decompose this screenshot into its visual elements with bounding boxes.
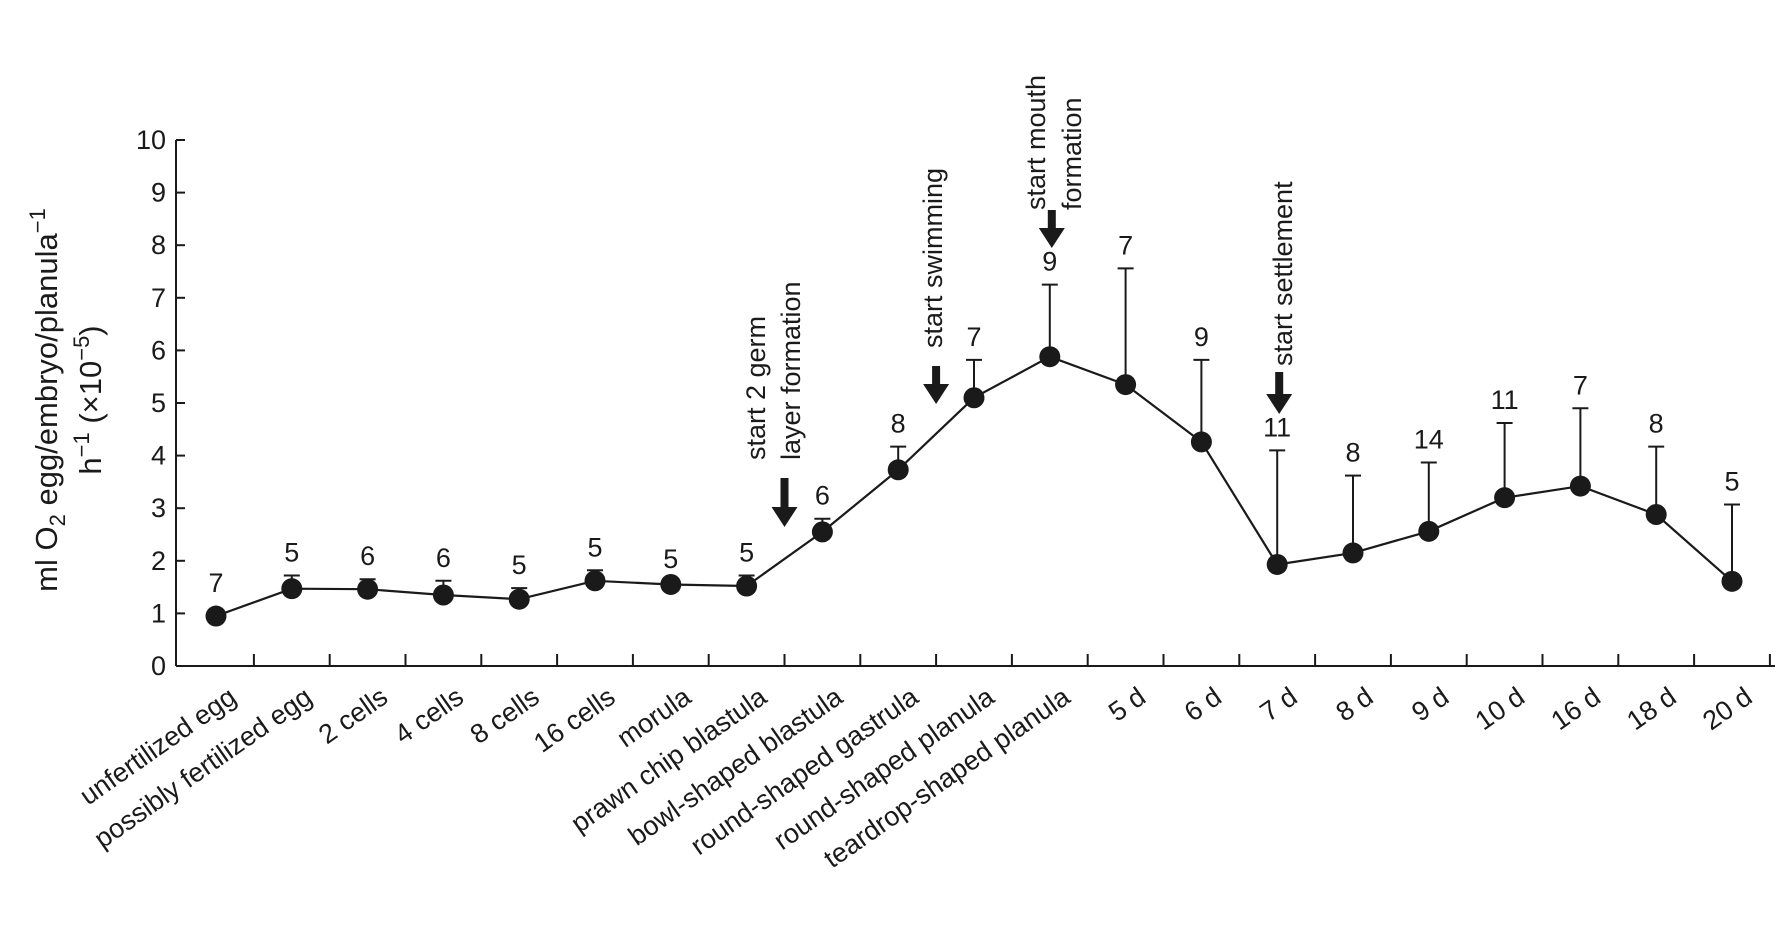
sample-size-label: 7 [208,568,223,598]
x-tick-label: 18 d [1621,681,1681,736]
y-axis-label-line1-sub: 2 [45,514,70,526]
data-point [357,578,379,600]
annotation-arrow-icon [1038,210,1065,248]
data-point [1190,431,1212,453]
sample-size-label: 6 [815,481,830,511]
sample-size-label: 9 [1194,322,1209,352]
data-point [811,521,833,543]
svg-text:h−1 (×10−5): h−1 (×10−5) [69,325,108,474]
sample-size-label: 7 [1118,230,1133,260]
data-point [584,570,606,592]
data-point [1494,487,1516,509]
annotation-arrow-icon [923,366,950,404]
sample-size-label: 11 [1263,412,1291,442]
x-tick-label: 9 d [1406,681,1454,727]
data-point [1569,475,1591,497]
data-point [887,459,909,481]
sample-size-label: 5 [587,532,602,562]
annotation-label: start 2 germ [741,316,771,460]
sample-size-label: 7 [1573,370,1588,400]
x-tick-label: 16 cells [528,681,620,758]
annotation-label: start settlement [1268,181,1298,366]
y-ticks: 0 1 2 3 4 5 6 7 8 9 10 [136,125,185,681]
data-point [205,605,227,627]
data-point [736,575,758,597]
y-tick-label: 10 [136,125,166,155]
y-axis-label: ml O2 egg/embryo/planula−1 h−1 (×10−5) [25,208,108,592]
data-point [281,578,303,600]
data-point [1039,346,1061,368]
data-point [1115,374,1137,396]
y-axis-label-line1-rest: egg/embryo/planula [29,232,64,514]
y-tick-label: 0 [151,651,166,681]
x-tick-label: 6 d [1179,681,1227,727]
sample-size-label: 8 [891,409,906,439]
y-axis-label-line1-main: ml O [29,526,64,591]
y-axis-label-line2-rest: (×10 [73,361,108,433]
sample-size-label: 7 [966,322,981,352]
data-point [963,387,985,409]
x-tick-label: 8 d [1330,681,1378,727]
sample-size-labels: 7 5 6 6 5 5 5 5 6 8 7 9 7 9 11 8 14 11 7 8 5 [208,230,1739,598]
sample-size-label: 6 [360,541,375,571]
x-tick-label: 10 d [1470,681,1530,736]
y-tick-label: 9 [151,178,166,208]
annotation-arrow-icon [771,478,798,527]
y-axis-label-line2-end: ) [73,325,108,335]
sample-size-label: 5 [512,550,527,580]
sample-size-label: 8 [1345,438,1360,468]
x-tick-label: 4 cells [389,681,469,749]
sample-size-label: 11 [1491,385,1519,415]
sample-size-label: 9 [1042,247,1057,277]
data-point [1266,553,1288,575]
data-point [508,588,530,610]
x-tick-label: 7 d [1255,681,1303,727]
data-point [1342,542,1364,564]
annotation-label: start mouth [1021,75,1051,210]
data-points [205,346,1743,627]
y-axis-label-line2-sup2: −5 [69,336,94,361]
y-tick-label: 5 [151,388,166,418]
y-tick-label: 4 [151,441,166,471]
sample-size-label: 6 [436,543,451,573]
data-point [1418,520,1440,542]
x-tick-label: 16 d [1546,681,1606,736]
y-tick-label: 7 [151,283,166,313]
sample-size-label: 5 [739,538,754,568]
stage-annotations: start 2 germ layer formation start swimmin… [741,75,1298,527]
annotation-arrow-icon [1266,372,1293,414]
svg-text:ml O2 egg/embryo/planula−1: ml O2 egg/embryo/planula−1 [25,208,70,592]
data-point [660,573,682,595]
x-tick-label: 2 cells [313,681,393,749]
y-tick-label: 2 [151,546,166,576]
y-axis-label-line1-sup: −1 [25,208,50,233]
data-point [1721,570,1743,592]
y-tick-label: 8 [151,230,166,260]
sample-size-label: 5 [1724,467,1739,497]
data-point [432,584,454,606]
y-tick-label: 6 [151,335,166,365]
y-axis-label-line2-main: h [73,457,108,474]
error-bars [283,267,1740,600]
annotation-label: layer formation [776,281,806,460]
annotation-label: start swimming [918,168,948,348]
sample-size-label: 8 [1649,409,1664,439]
sample-size-label: 5 [663,544,678,574]
y-axis-label-line2-sup: −1 [69,432,94,457]
sample-size-label: 14 [1414,424,1444,454]
sample-size-label: 5 [284,538,299,568]
x-tick-label: 20 d [1697,681,1757,736]
data-point [1645,504,1667,526]
annotation-label: formation [1057,97,1087,210]
y-tick-label: 3 [151,493,166,523]
y-tick-label: 1 [151,598,166,628]
x-tick-label: 5 d [1103,681,1151,727]
